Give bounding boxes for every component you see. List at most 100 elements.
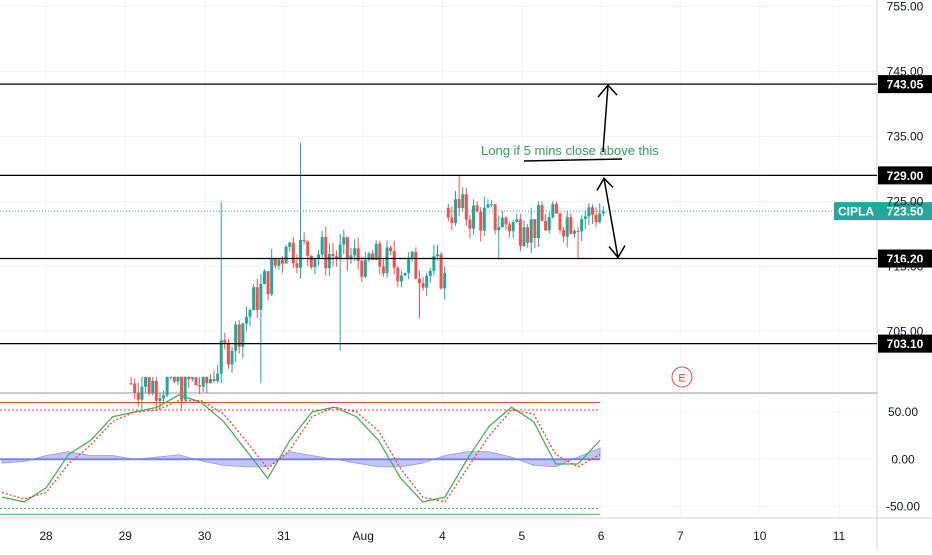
candle-body — [378, 243, 382, 267]
time-tick-label: 10 — [753, 529, 767, 543]
candle-body — [277, 259, 281, 266]
candle-body — [399, 275, 403, 282]
oscillator-line-main — [1, 394, 601, 503]
candle-body — [140, 386, 144, 400]
candle-body — [446, 207, 450, 218]
candle-body — [558, 213, 562, 230]
oscillator-tick-label: -50.00 — [886, 500, 920, 514]
candle-body — [518, 219, 522, 246]
candle-body — [587, 207, 591, 217]
candle-body — [266, 271, 270, 295]
candle-body — [569, 217, 573, 234]
level-price-tag — [878, 249, 932, 268]
candle-body — [461, 194, 465, 209]
event-marker[interactable] — [671, 366, 693, 388]
candle-body — [176, 376, 180, 382]
candle-body — [403, 272, 407, 276]
candle-body — [183, 376, 187, 400]
candle-body — [190, 377, 194, 380]
candle-body — [327, 253, 331, 269]
candle-body — [356, 248, 360, 261]
arrow-up-shaft[interactable] — [602, 85, 609, 153]
candle-body — [504, 217, 508, 225]
candle-body — [554, 203, 558, 214]
candle-body — [320, 236, 324, 255]
arrow-up-head — [597, 83, 618, 98]
time-tick-label: 11 — [833, 529, 846, 543]
candle-body — [435, 254, 439, 256]
candle-body — [381, 266, 385, 274]
candle-body — [345, 237, 349, 260]
candle-body — [194, 377, 198, 386]
candle-body — [428, 270, 432, 276]
candle-body — [147, 377, 151, 394]
candle-body — [273, 258, 277, 266]
candle-body — [219, 340, 223, 374]
candle-body — [291, 242, 295, 264]
candle-body — [212, 378, 216, 382]
candle-body — [464, 194, 468, 220]
time-tick-label: 31 — [277, 529, 291, 543]
candle-body — [508, 224, 512, 232]
oscillator-tick-label: 0.00 — [891, 452, 915, 466]
candle-body — [396, 267, 400, 282]
candle-body — [533, 219, 537, 239]
candle-body — [335, 256, 339, 259]
candle-body — [172, 376, 176, 382]
candle-body — [439, 254, 443, 289]
candle-body — [432, 255, 436, 271]
arrow-range-shaft[interactable] — [603, 178, 619, 258]
candle-body — [198, 385, 202, 387]
candle-body — [205, 376, 209, 384]
level-price-label: 716.20 — [887, 252, 924, 266]
candle-body — [226, 342, 230, 365]
candle-body — [565, 217, 569, 237]
candle-body — [493, 204, 497, 231]
candle-body — [580, 218, 584, 232]
candle-body — [129, 383, 133, 385]
oscillator-line-signal — [1, 399, 601, 503]
candle-body — [601, 211, 605, 214]
candle-body — [583, 216, 587, 219]
candles — [129, 142, 605, 410]
candle-body — [284, 246, 288, 264]
drawings: Long if 5 mins close above this — [481, 83, 659, 259]
candle-body — [136, 393, 140, 400]
candle-body — [252, 287, 256, 311]
price-tick-label: 715.00 — [887, 259, 924, 273]
candle-body — [259, 283, 263, 310]
level-price-label: 729.00 — [887, 169, 924, 183]
arrow-range-head-top — [596, 177, 614, 191]
symbol-tag — [834, 202, 878, 221]
candle-body — [162, 395, 166, 399]
candle-body — [299, 239, 303, 268]
candle-body — [248, 310, 252, 317]
candle-body — [151, 380, 155, 394]
price-tick-label: 705.00 — [887, 324, 924, 338]
candle-body — [457, 199, 461, 209]
candle-body — [392, 251, 396, 268]
candle-body — [306, 241, 310, 256]
candle-body — [371, 253, 375, 260]
candle-body — [421, 283, 425, 288]
candle-body — [133, 383, 137, 394]
candle-body — [522, 227, 526, 246]
candle-body — [497, 227, 501, 231]
candle-body — [154, 380, 158, 401]
time-tick-label: 5 — [518, 529, 525, 543]
annotation-underline[interactable] — [523, 158, 623, 162]
candle-body — [169, 376, 173, 378]
candle-body — [241, 323, 245, 347]
candle-body — [410, 251, 414, 258]
candle-body — [317, 254, 321, 260]
candle-body — [475, 205, 479, 212]
candle-body — [270, 258, 274, 295]
candle-body — [407, 257, 411, 273]
candle-body — [500, 217, 504, 228]
candle-body — [262, 271, 266, 284]
candle-body — [374, 243, 378, 260]
oscillator-pane — [0, 394, 601, 515]
time-axis: 28 29 30 31 Aug 4 5 6 7 10 11 — [39, 529, 845, 543]
